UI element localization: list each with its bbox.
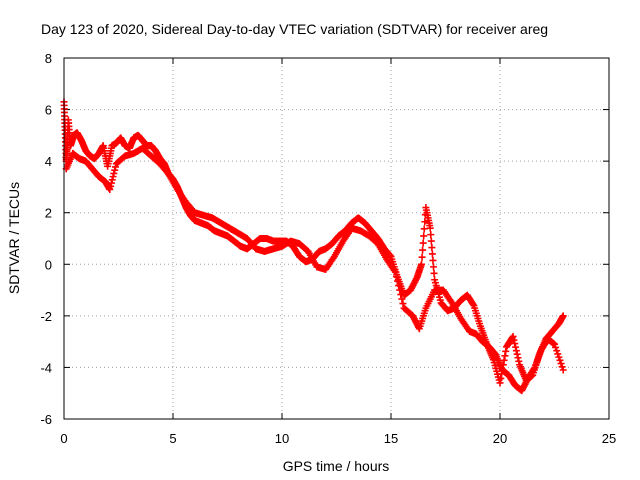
data-point-marker	[391, 268, 399, 276]
x-axis-label: GPS time / hours	[283, 458, 390, 474]
data-point-marker	[512, 343, 520, 351]
y-tick-label: -6	[40, 412, 52, 427]
data-point-marker	[418, 253, 426, 261]
x-tick-label: 5	[169, 431, 176, 446]
data-point-marker	[427, 231, 435, 239]
data-point-marker	[418, 260, 426, 268]
data-point-marker	[509, 332, 517, 340]
x-tick-label: 10	[275, 431, 289, 446]
data-point-marker	[107, 182, 115, 190]
data-point-marker	[420, 225, 428, 233]
y-tick-label: 6	[45, 103, 52, 118]
data-point-marker	[553, 347, 561, 355]
data-point-marker	[428, 244, 436, 252]
data-point-marker	[420, 232, 428, 240]
grid-lines	[64, 58, 609, 419]
data-point-marker	[112, 163, 120, 171]
data-point-marker	[497, 374, 505, 382]
data-point-marker	[430, 263, 438, 271]
y-tick-label: 8	[45, 51, 52, 66]
data-point-marker	[552, 343, 560, 351]
y-tick-label: -4	[40, 360, 52, 375]
x-tick-label: 20	[493, 431, 507, 446]
data-point-marker	[109, 173, 117, 181]
data-point-marker	[515, 357, 523, 365]
data-point-marker	[396, 286, 404, 294]
data-point-marker	[106, 186, 114, 194]
data-point-marker	[559, 312, 567, 320]
plot-frame	[63, 57, 610, 420]
data-point-marker	[530, 365, 538, 373]
data-point-marker	[397, 291, 405, 299]
y-axis-label: SDTVAR / TECUs	[6, 182, 22, 294]
data-point-marker	[421, 218, 429, 226]
data-point-marker	[395, 282, 403, 290]
data-point-marker	[501, 352, 509, 360]
data-point-marker	[399, 300, 407, 308]
data-point-marker	[554, 350, 562, 358]
data-point-marker	[514, 354, 522, 362]
x-tick-label: 15	[384, 431, 398, 446]
data-point-marker	[500, 356, 508, 364]
data-point-marker	[551, 340, 558, 348]
data-point-marker	[419, 246, 427, 254]
data-point-marker	[557, 360, 565, 368]
y-tick-label: 4	[45, 154, 52, 169]
data-point-marker	[513, 350, 521, 358]
data-point-marker	[430, 269, 438, 277]
data-point-marker	[510, 336, 518, 344]
x-tick-label: 25	[602, 431, 616, 446]
data-point-marker	[558, 363, 566, 371]
data-points	[60, 98, 567, 395]
data-point-marker	[429, 256, 437, 264]
data-point-marker	[111, 166, 119, 174]
data-point-marker	[428, 250, 436, 258]
data-point-marker	[107, 179, 115, 187]
y-tick-label: 2	[45, 206, 52, 221]
data-point-marker	[556, 356, 564, 364]
data-point-marker	[426, 224, 434, 232]
data-point-marker	[496, 379, 504, 387]
data-point-marker	[559, 366, 567, 374]
data-point-marker	[419, 239, 427, 247]
chart-title: Day 123 of 2020, Sidereal Day-to-day VTE…	[41, 21, 548, 37]
data-point-marker	[555, 353, 563, 361]
data-point-marker	[394, 277, 402, 285]
y-tick-label: -2	[40, 309, 52, 324]
data-point-marker	[511, 340, 519, 348]
data-point-marker	[427, 237, 435, 245]
data-point-marker	[110, 169, 118, 177]
data-point-marker	[392, 273, 400, 281]
data-point-marker	[108, 176, 116, 184]
data-point-marker	[512, 347, 520, 355]
y-tick-label: 0	[45, 257, 52, 272]
data-point-marker	[398, 295, 406, 303]
x-tick-label: 0	[60, 431, 67, 446]
data-point-marker	[502, 347, 510, 355]
data-point-marker	[469, 300, 477, 308]
